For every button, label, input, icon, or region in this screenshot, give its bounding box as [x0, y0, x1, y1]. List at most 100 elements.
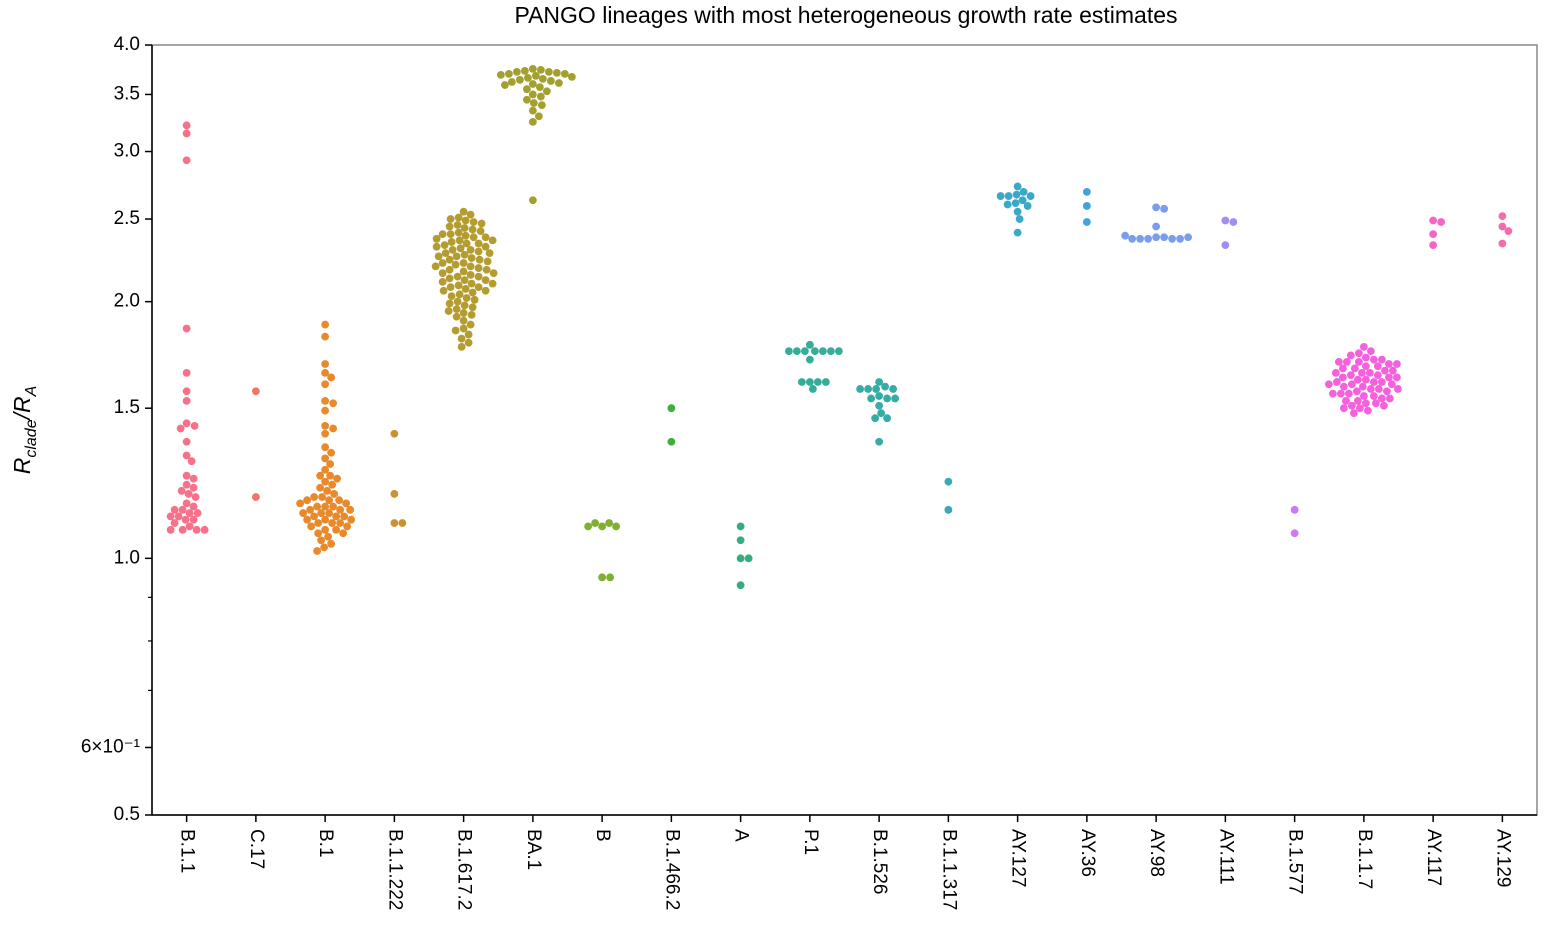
data-point [457, 334, 466, 343]
data-point [1013, 228, 1022, 237]
data-point [489, 269, 498, 278]
data-point [507, 78, 516, 86]
data-point [327, 448, 336, 457]
data-point [340, 512, 349, 521]
data-point [460, 250, 469, 259]
data-point [531, 71, 540, 80]
data-point [1384, 360, 1393, 368]
data-point [170, 519, 179, 527]
data-point [1136, 234, 1145, 243]
data-point [468, 303, 477, 312]
data-point [448, 246, 457, 254]
data-point [182, 480, 191, 489]
data-point [1332, 378, 1341, 386]
data-point [1379, 401, 1388, 410]
data-point [310, 512, 319, 521]
y-tick-label: 6×10⁻¹ [81, 737, 140, 758]
data-point [1019, 188, 1028, 196]
data-point [554, 79, 563, 87]
data-point [174, 512, 183, 521]
data-point [1221, 241, 1230, 250]
data-point [452, 252, 461, 261]
data-point [1385, 394, 1394, 403]
data-point [166, 525, 175, 534]
data-point [321, 320, 330, 329]
data-point [528, 90, 537, 99]
data-point [192, 525, 201, 534]
data-point [864, 385, 873, 393]
data-point [1152, 222, 1161, 231]
y-label-part: R [9, 458, 35, 475]
data-point [1382, 387, 1391, 396]
data-point [321, 396, 330, 405]
data-point [460, 301, 469, 310]
data-point [468, 225, 477, 234]
data-point [470, 295, 479, 304]
x-tick-label: B.1.1 [177, 829, 198, 873]
data-point [189, 483, 198, 492]
data-point [810, 347, 819, 356]
data-point [431, 262, 440, 271]
data-point [944, 477, 953, 486]
data-point [944, 505, 953, 514]
data-point [875, 401, 884, 410]
data-point [1388, 366, 1397, 375]
data-point [462, 239, 471, 248]
data-point [805, 340, 814, 349]
data-point [1374, 385, 1383, 393]
x-tick-label: C.17 [246, 829, 267, 869]
data-point [182, 387, 191, 396]
data-point [883, 414, 892, 423]
data-point [1338, 364, 1347, 373]
data-point [1384, 373, 1393, 382]
data-point [474, 247, 483, 256]
data-point [1392, 373, 1401, 382]
data-point [336, 505, 345, 514]
data-point [1429, 241, 1438, 250]
data-point [528, 64, 537, 73]
data-point [1361, 362, 1370, 371]
data-point [1013, 207, 1022, 216]
data-point [481, 276, 490, 284]
y-label-part: clade [23, 419, 40, 457]
data-point [1498, 212, 1507, 220]
data-point [444, 307, 453, 315]
data-point [667, 437, 676, 446]
data-point [1366, 347, 1375, 356]
data-point [1352, 387, 1361, 396]
data-point [736, 536, 745, 545]
data-point [1371, 399, 1380, 408]
data-point [584, 522, 593, 531]
data-point [182, 156, 191, 165]
data-point [451, 260, 460, 269]
data-point [441, 249, 450, 258]
data-point [440, 241, 449, 250]
data-point [605, 519, 614, 527]
data-point [528, 196, 537, 205]
data-point [184, 490, 193, 498]
data-point [461, 231, 470, 240]
data-point [251, 387, 260, 396]
data-point [504, 69, 513, 78]
data-point [299, 509, 308, 517]
data-point [182, 471, 191, 480]
data-point [185, 509, 194, 517]
data-point [460, 224, 469, 232]
data-point [454, 213, 463, 222]
data-point [598, 522, 607, 531]
data-point [251, 493, 260, 501]
data-point [1369, 378, 1378, 386]
data-point [1347, 380, 1356, 389]
data-point [792, 347, 801, 356]
data-point [170, 505, 179, 514]
data-point [474, 272, 483, 281]
data-point [461, 285, 470, 293]
y-tick-label: 3.5 [114, 83, 140, 104]
data-point [1339, 404, 1348, 413]
data-point [1160, 233, 1169, 242]
data-point [1328, 389, 1337, 398]
data-point [1290, 529, 1299, 538]
data-point [332, 512, 341, 521]
data-point [1358, 382, 1367, 391]
chart-title: PANGO lineages with most heterogeneous g… [514, 2, 1177, 28]
